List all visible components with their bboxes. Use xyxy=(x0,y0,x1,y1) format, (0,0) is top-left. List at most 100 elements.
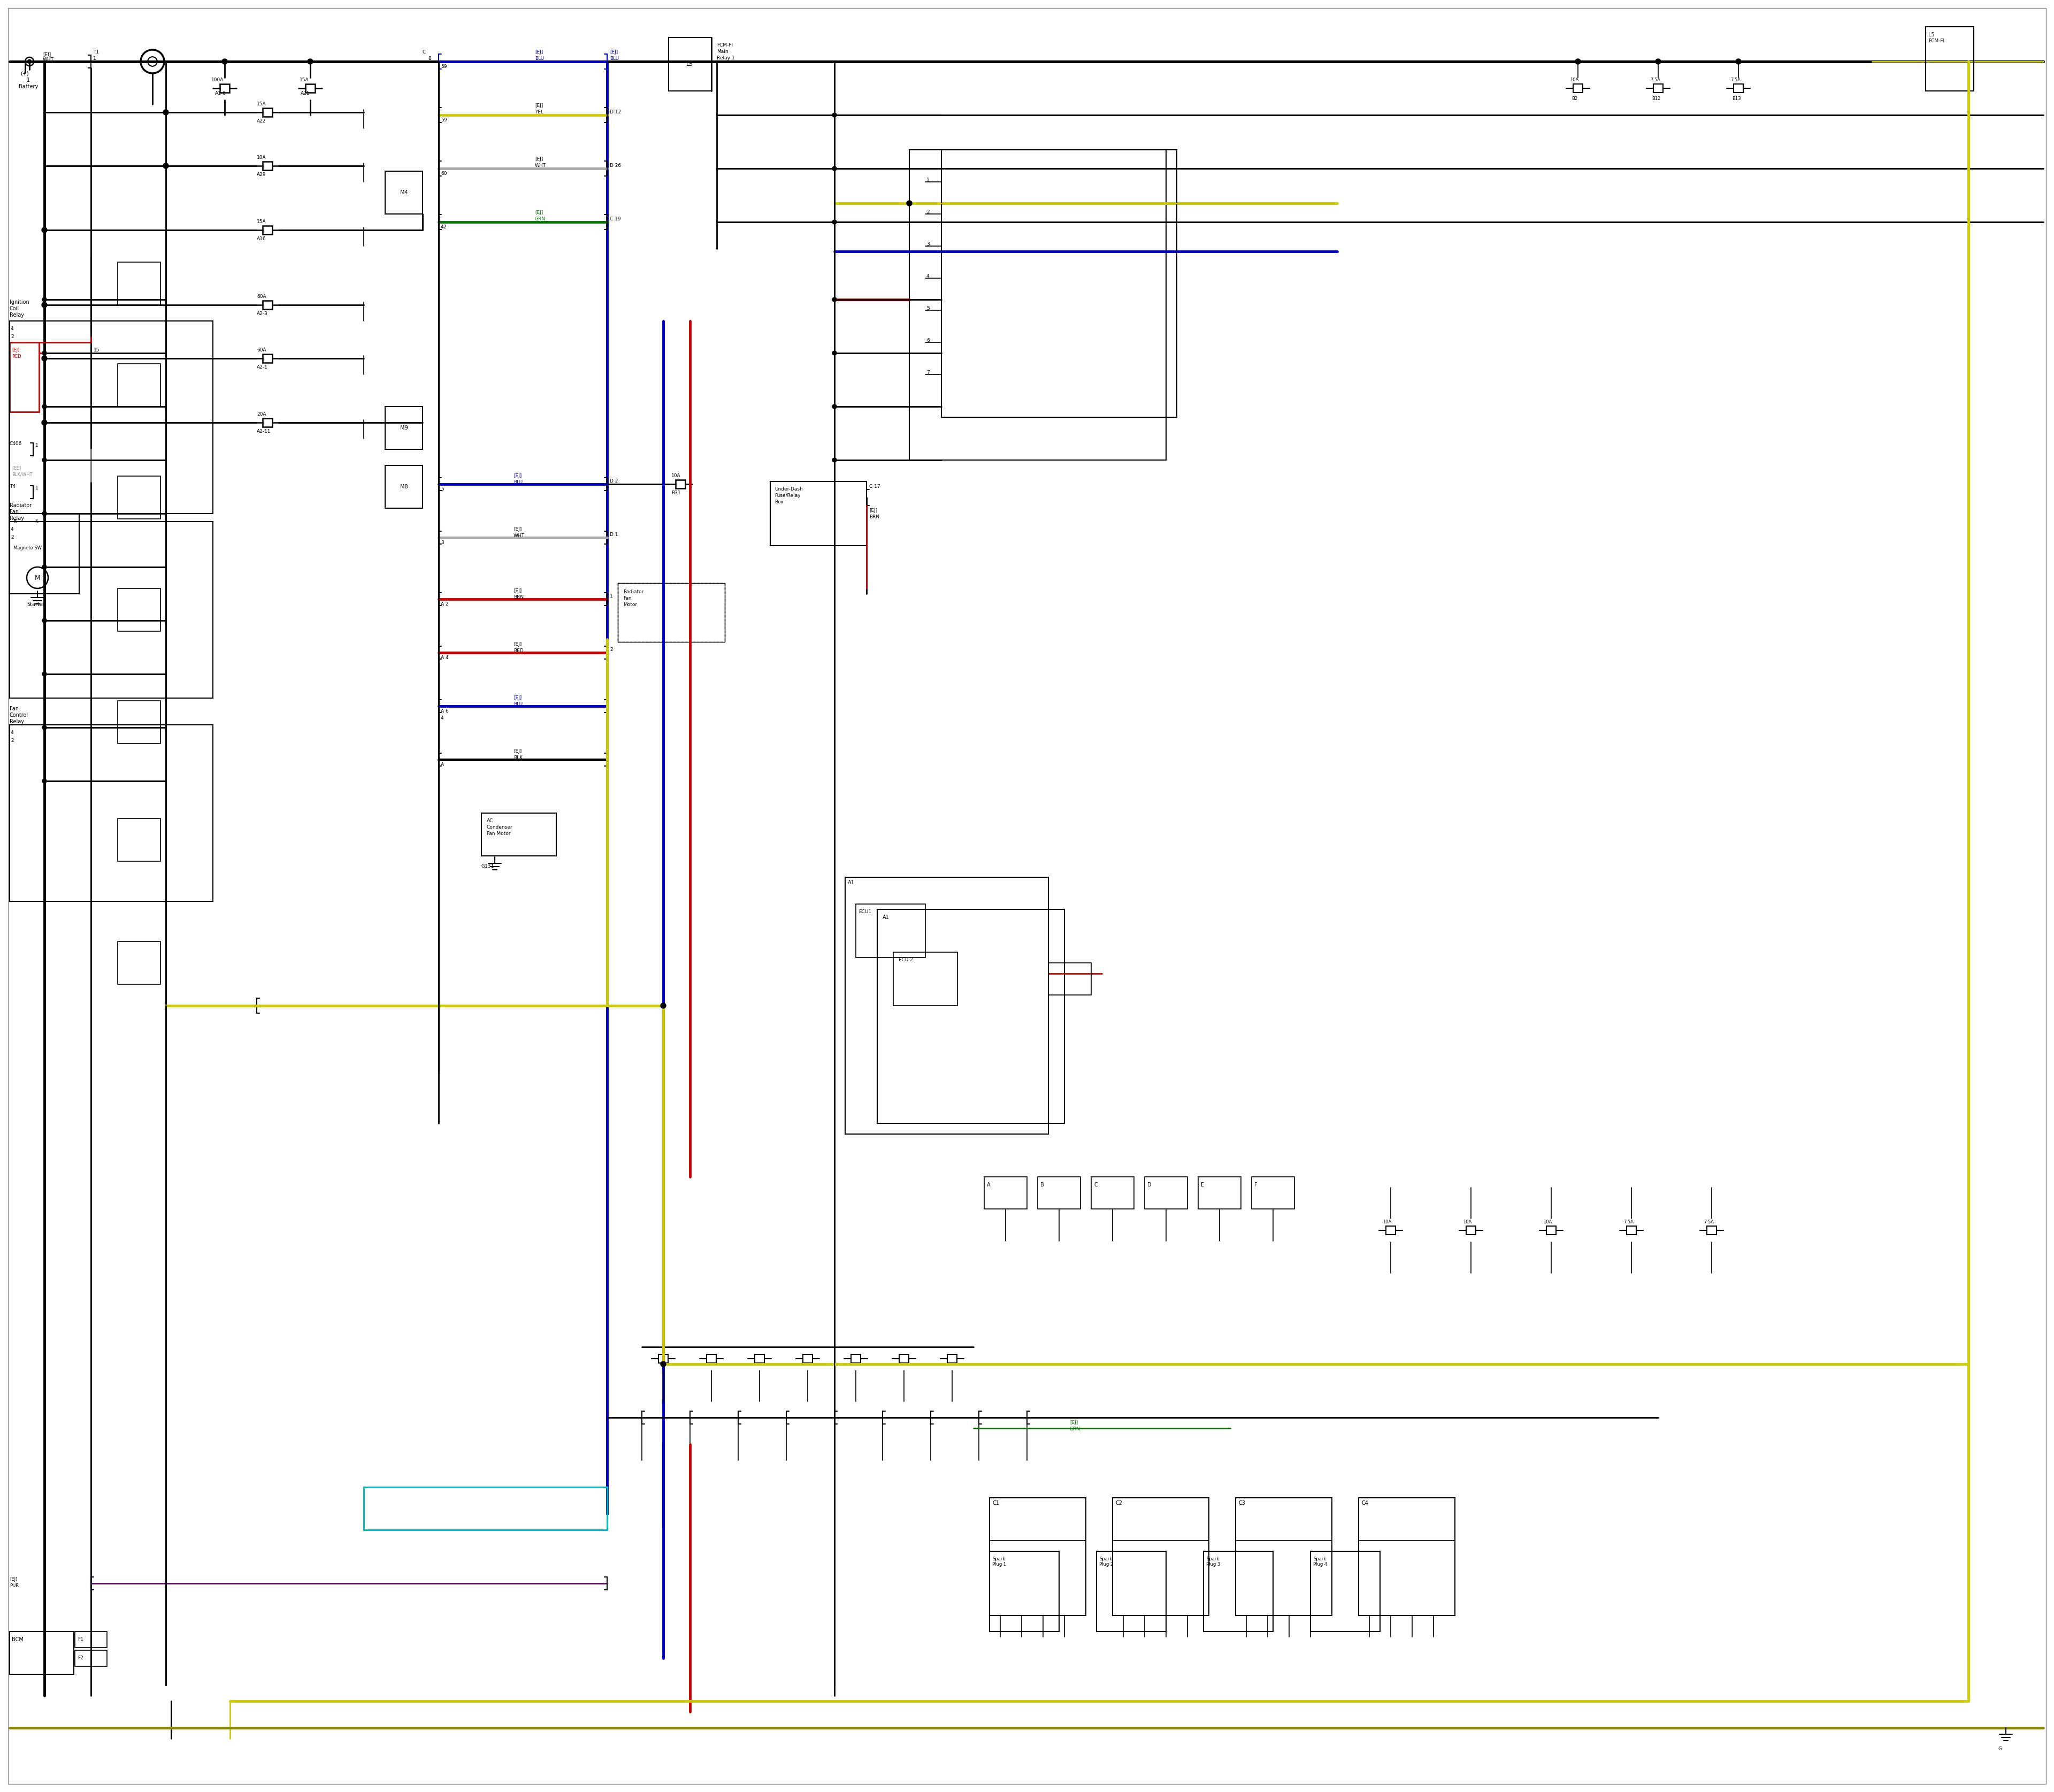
Text: Spark
Plug 3: Spark Plug 3 xyxy=(1206,1557,1220,1566)
Text: BLK/WHT: BLK/WHT xyxy=(12,471,33,477)
Circle shape xyxy=(43,297,47,301)
Bar xyxy=(754,1355,764,1364)
Bar xyxy=(1097,1552,1167,1631)
Bar xyxy=(263,226,273,235)
Text: 1: 1 xyxy=(35,486,39,491)
Text: 7.5A: 7.5A xyxy=(1623,1220,1633,1224)
Bar xyxy=(481,814,557,857)
Text: 60A: 60A xyxy=(257,348,267,353)
Text: BLU: BLU xyxy=(514,480,522,484)
Text: Control: Control xyxy=(10,713,29,719)
Bar xyxy=(910,151,1167,461)
Text: A1: A1 xyxy=(883,914,889,919)
Text: [EJ]: [EJ] xyxy=(534,156,542,161)
Text: Relay: Relay xyxy=(10,312,25,317)
Bar xyxy=(850,1355,861,1364)
Text: BLU: BLU xyxy=(534,56,544,61)
Text: A21: A21 xyxy=(300,91,310,95)
Text: [EJ]: [EJ] xyxy=(514,473,522,478)
Text: B12: B12 xyxy=(1651,97,1660,100)
Bar xyxy=(659,1355,668,1364)
Bar xyxy=(1653,84,1664,93)
Text: F2: F2 xyxy=(78,1656,84,1661)
Bar xyxy=(263,355,273,362)
Text: B2: B2 xyxy=(1571,97,1577,100)
Text: A: A xyxy=(986,1183,990,1188)
Text: 1: 1 xyxy=(35,443,39,448)
Text: B: B xyxy=(1041,1183,1043,1188)
Bar xyxy=(900,1355,908,1364)
Text: [EJ]: [EJ] xyxy=(514,695,522,701)
Text: [EJ]: [EJ] xyxy=(514,642,522,647)
Text: E: E xyxy=(1202,1183,1204,1188)
Text: 10A: 10A xyxy=(672,473,680,478)
Bar xyxy=(1204,1552,1273,1631)
Text: 4: 4 xyxy=(10,326,14,332)
Bar xyxy=(1627,1226,1637,1235)
Bar xyxy=(117,701,160,744)
Bar xyxy=(117,941,160,984)
Text: 60A: 60A xyxy=(257,294,267,299)
Text: Fan Motor: Fan Motor xyxy=(487,831,511,837)
Text: Starter: Starter xyxy=(27,602,45,607)
Text: A: A xyxy=(442,762,444,767)
Text: 2: 2 xyxy=(10,335,14,339)
Text: 4: 4 xyxy=(926,274,930,280)
Text: F1: F1 xyxy=(78,1636,84,1641)
Text: M9: M9 xyxy=(401,425,409,430)
Circle shape xyxy=(832,220,836,224)
Bar xyxy=(1573,84,1584,93)
Circle shape xyxy=(1736,59,1742,65)
Text: BRN: BRN xyxy=(869,514,879,520)
Text: 60: 60 xyxy=(442,172,448,176)
Text: Under-Dash: Under-Dash xyxy=(774,487,803,491)
Circle shape xyxy=(222,59,228,65)
Circle shape xyxy=(43,564,47,570)
Bar xyxy=(803,1355,813,1364)
Bar xyxy=(220,84,230,93)
Circle shape xyxy=(43,618,47,622)
Text: ECU1: ECU1 xyxy=(859,909,871,914)
Circle shape xyxy=(661,1004,665,1009)
Text: D 26: D 26 xyxy=(610,163,620,168)
Bar xyxy=(984,1177,1027,1210)
Text: D 1: D 1 xyxy=(610,532,618,538)
Text: Battery: Battery xyxy=(18,84,39,90)
Bar xyxy=(1467,1226,1475,1235)
Text: RED: RED xyxy=(514,649,524,652)
Circle shape xyxy=(906,201,912,206)
Text: [EJ]: [EJ] xyxy=(514,749,522,754)
Text: (+): (+) xyxy=(21,72,29,77)
Text: A1: A1 xyxy=(848,880,854,885)
Text: A2-1: A2-1 xyxy=(257,366,267,369)
Text: B31: B31 xyxy=(672,491,680,495)
Text: Fan: Fan xyxy=(622,597,631,600)
Text: T4: T4 xyxy=(10,484,16,489)
Text: FCM-FI: FCM-FI xyxy=(717,43,733,48)
Circle shape xyxy=(162,163,168,168)
Text: 6: 6 xyxy=(926,339,930,342)
Text: G131: G131 xyxy=(481,864,495,869)
Text: L5: L5 xyxy=(686,61,694,66)
Text: [EJ]: [EJ] xyxy=(1070,1421,1078,1425)
Circle shape xyxy=(41,303,47,308)
Circle shape xyxy=(41,228,47,233)
Circle shape xyxy=(308,59,312,65)
Text: 15: 15 xyxy=(94,348,101,353)
Bar xyxy=(1734,84,1744,93)
Bar xyxy=(117,262,160,305)
Text: 4: 4 xyxy=(10,527,14,532)
Text: A2-11: A2-11 xyxy=(257,428,271,434)
Text: 7.5A: 7.5A xyxy=(1703,1220,1713,1224)
Text: Spark
Plug 4: Spark Plug 4 xyxy=(1313,1557,1327,1566)
Text: 8: 8 xyxy=(427,56,431,61)
Bar xyxy=(386,172,423,213)
Circle shape xyxy=(1656,59,1662,65)
Text: 15A: 15A xyxy=(257,219,267,224)
Bar xyxy=(670,38,711,91)
Text: 10A: 10A xyxy=(1569,77,1580,82)
Text: A29: A29 xyxy=(257,172,267,177)
Circle shape xyxy=(832,459,836,462)
Circle shape xyxy=(43,459,47,462)
Text: S: S xyxy=(35,520,39,525)
